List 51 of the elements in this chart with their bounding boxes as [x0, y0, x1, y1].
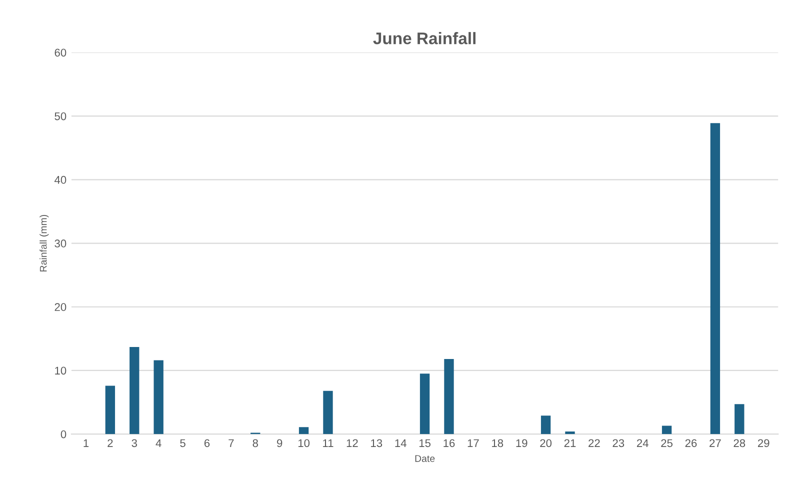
- y-tick-label: 10: [55, 366, 66, 375]
- y-tick-label: 50: [54, 112, 66, 120]
- x-tick-label: 5: [180, 439, 186, 448]
- bar: [710, 123, 720, 434]
- x-tick-label: 24: [636, 439, 648, 447]
- y-tick-label: 60: [54, 48, 66, 57]
- x-tick-label: 23: [612, 439, 624, 448]
- x-tick-label: 15: [419, 439, 431, 448]
- y-tick-label: 30: [54, 240, 66, 248]
- x-axis-title: Date: [415, 455, 435, 462]
- x-tick-label: 29: [758, 439, 770, 448]
- bar: [420, 374, 430, 434]
- y-tick-label: 0: [60, 430, 66, 438]
- bar: [323, 390, 333, 434]
- x-tick-label: 25: [661, 439, 673, 448]
- x-tick-label: 26: [685, 439, 697, 448]
- bar: [298, 427, 309, 434]
- bar: [540, 416, 551, 434]
- x-tick-label: 6: [204, 439, 210, 448]
- x-tick-label: 16: [444, 439, 455, 448]
- x-tick-label: 27: [710, 439, 721, 447]
- bar: [130, 346, 140, 434]
- x-tick-label: 9: [277, 439, 282, 448]
- x-tick-label: 28: [734, 439, 746, 448]
- bar: [565, 432, 575, 434]
- bar: [662, 426, 672, 434]
- chart-title: June Rainfall: [373, 32, 476, 44]
- bar: [105, 386, 116, 434]
- x-tick-label: 10: [298, 439, 310, 448]
- x-tick-label: 8: [252, 439, 258, 448]
- x-tick-label: 20: [540, 439, 552, 448]
- x-tick-label: 13: [371, 439, 382, 448]
- y-axis-title: Rainfall (mm): [40, 214, 49, 272]
- x-tick-label: 22: [588, 439, 600, 447]
- bar: [734, 404, 744, 434]
- x-tick-label: 18: [492, 439, 504, 448]
- x-tick-label: 4: [156, 439, 162, 447]
- x-tick-label: 1: [84, 439, 89, 447]
- x-tick-label: 19: [516, 439, 528, 448]
- x-tick-label: 21: [564, 439, 576, 447]
- x-tick-label: 2: [108, 439, 113, 447]
- x-tick-label: 17: [468, 439, 479, 447]
- bar: [444, 359, 454, 434]
- x-tick-label: 7: [228, 439, 234, 447]
- y-tick-label: 40: [54, 176, 66, 184]
- y-tick-label: 20: [54, 303, 66, 312]
- bar: [154, 360, 164, 434]
- x-tick-label: 14: [395, 439, 406, 447]
- x-tick-label: 11: [323, 439, 334, 447]
- x-tick-label: 12: [346, 439, 358, 447]
- x-tick-label: 3: [132, 439, 137, 448]
